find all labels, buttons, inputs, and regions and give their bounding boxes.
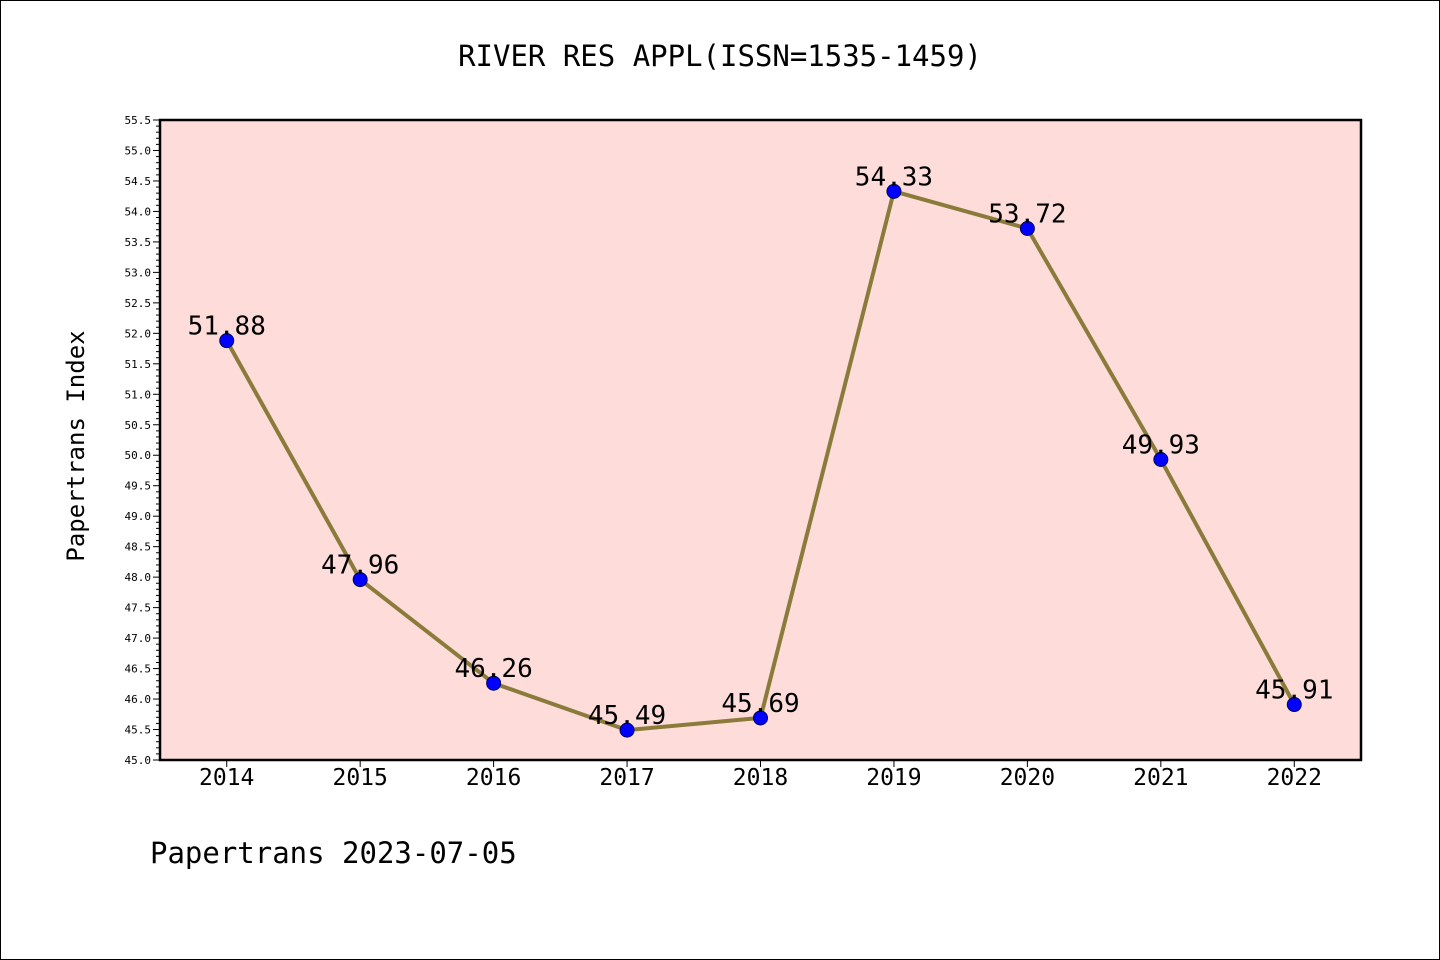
x-tick-label-2017: 2017 <box>599 765 654 791</box>
data-point-2018 <box>753 710 768 726</box>
data-label-2014: 51.88 <box>188 312 266 342</box>
x-tick-label-2014: 2014 <box>199 765 254 791</box>
x-tick-label-2019: 2019 <box>866 765 921 791</box>
x-tick-label-2016: 2016 <box>466 765 521 791</box>
chart-title: RIVER RES APPL(ISSN=1535-1459) <box>458 39 982 73</box>
y-tick-label: 52.5 <box>125 297 152 310</box>
data-point-2020 <box>1019 220 1035 236</box>
x-tick-label-2018: 2018 <box>733 765 788 791</box>
y-tick-label: 49.5 <box>125 480 152 493</box>
y-tick-label: 45.5 <box>125 724 152 737</box>
y-tick-label: 49.0 <box>125 510 152 523</box>
data-label-2017: 45.49 <box>588 701 666 731</box>
x-tick-label-2020: 2020 <box>1000 765 1055 791</box>
x-axis-ticks: 2014 2015 2016 2017 2018 2019 2020 2021 2022 <box>199 760 1322 791</box>
y-tick-label: 47.5 <box>125 602 152 615</box>
data-label-layer: 51.88 47.96 46.26 45.49 45.69 54.33 53.72 49.93… <box>188 162 1334 731</box>
y-axis-label: Papertrans Index <box>62 330 90 561</box>
data-point-2015 <box>352 572 368 588</box>
y-tick-label: 47.0 <box>125 632 152 645</box>
data-label-2021: 49.93 <box>1122 431 1200 461</box>
data-point-2014 <box>219 333 235 349</box>
y-tick-label: 53.0 <box>125 266 152 279</box>
y-tick-label: 48.0 <box>125 571 152 584</box>
data-point-2016 <box>486 675 502 691</box>
y-tick-label: 46.0 <box>125 693 152 706</box>
plot-frame <box>158 118 1363 762</box>
y-tick-label: 55.0 <box>125 144 152 157</box>
data-label-2020: 53.72 <box>988 199 1066 229</box>
footer-note: Papertrans 2023-07-05 <box>150 836 517 870</box>
marker-layer <box>219 183 1302 738</box>
data-label-2016: 46.26 <box>454 654 532 684</box>
x-tick-label-2015: 2015 <box>332 765 387 791</box>
y-tick-label: 54.5 <box>125 175 152 188</box>
data-label-2022: 45.91 <box>1255 676 1333 706</box>
data-label-2015: 47.96 <box>321 551 399 581</box>
y-tick-label: 45.0 <box>125 754 152 767</box>
y-tick-label: 52.0 <box>125 327 152 340</box>
data-point-2022 <box>1286 697 1302 713</box>
data-point-2021 <box>1153 452 1169 468</box>
x-tick-label-2021: 2021 <box>1133 765 1188 791</box>
y-tick-label: 54.0 <box>125 205 152 218</box>
y-tick-label: 48.5 <box>125 541 152 554</box>
x-tick-label-2022: 2022 <box>1267 765 1322 791</box>
data-point-2019 <box>886 183 902 199</box>
plot-area <box>160 120 1361 760</box>
data-point-2017 <box>619 722 635 738</box>
y-tick-label: 50.0 <box>125 449 152 462</box>
y-tick-label: 55.5 <box>125 114 152 127</box>
y-tick-label: 53.5 <box>125 236 152 249</box>
y-tick-label: 51.0 <box>125 388 152 401</box>
data-label-2019: 54.33 <box>855 162 933 192</box>
data-label-2018: 45.69 <box>721 689 799 719</box>
y-tick-label: 46.5 <box>125 663 152 676</box>
y-tick-label: 50.5 <box>125 419 152 432</box>
y-tick-label: 51.5 <box>125 358 152 371</box>
